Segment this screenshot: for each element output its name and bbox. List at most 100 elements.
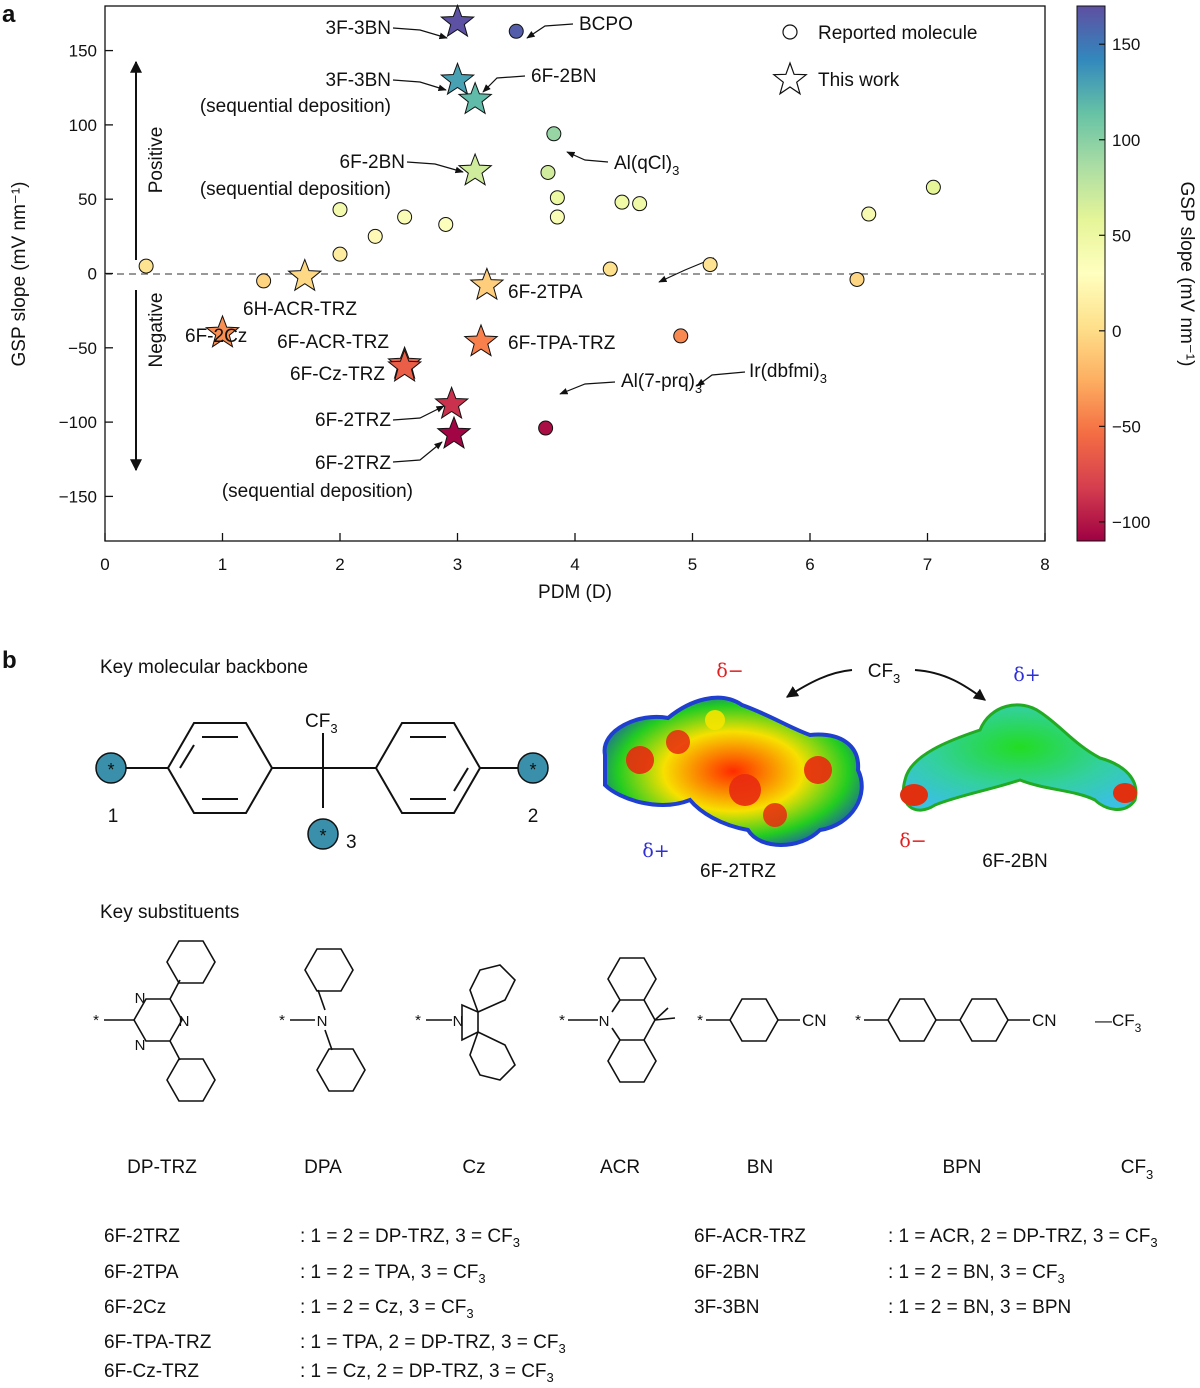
attach-point-3 bbox=[307, 818, 339, 850]
def-desc-0: : 1 = 2 = DP-TRZ, 3 = CF3 bbox=[300, 1226, 520, 1250]
reported-point bbox=[861, 206, 877, 222]
reported-point bbox=[256, 273, 272, 289]
annotation-label: Al(qCl)3 bbox=[614, 153, 679, 178]
annotation-label: (sequential deposition) bbox=[200, 96, 391, 117]
star-acr: * bbox=[559, 1012, 565, 1029]
x-tick-label: 7 bbox=[923, 555, 932, 574]
x-tick-label: 4 bbox=[570, 555, 579, 574]
x-tick-label: 0 bbox=[100, 555, 109, 574]
atom-n-cz: N bbox=[453, 1013, 464, 1030]
delta-plus-bottom: δ+ bbox=[642, 840, 669, 862]
position-label-2: 2 bbox=[528, 806, 539, 827]
this-work-star bbox=[439, 61, 476, 96]
legend-this-work: This work bbox=[818, 70, 900, 91]
substituent-bn: BN bbox=[747, 1157, 773, 1178]
y-tick-label: 100 bbox=[69, 116, 97, 135]
atom-cn-bn: CN bbox=[802, 1011, 827, 1030]
colorbar-tick-label: 100 bbox=[1112, 131, 1140, 150]
reported-point bbox=[925, 179, 941, 195]
substituent-dp-trz: DP-TRZ bbox=[127, 1157, 197, 1178]
esp-arrows bbox=[785, 669, 986, 701]
star-dptrz: * bbox=[93, 1012, 99, 1029]
y-axis-label: GSP slope (mV nm⁻¹) bbox=[9, 182, 30, 367]
this-work-star bbox=[287, 258, 323, 292]
star-dpa: * bbox=[279, 1012, 285, 1029]
reported-point bbox=[138, 258, 154, 274]
y-tick-label: −150 bbox=[59, 487, 97, 506]
star-bpn: * bbox=[855, 1012, 861, 1029]
reported-point bbox=[508, 23, 524, 39]
esp-cf3-label: CF3 bbox=[868, 661, 901, 686]
this-work-star bbox=[457, 81, 493, 115]
reported-point bbox=[549, 209, 565, 225]
y-tick-label: −50 bbox=[68, 339, 97, 358]
delta-minus-bottom: δ− bbox=[899, 830, 926, 852]
atom-n-dptrz-1: N bbox=[135, 990, 146, 1007]
this-work-star bbox=[387, 348, 423, 383]
reported-point bbox=[332, 202, 348, 218]
annotation-label: 6F-2TRZ bbox=[315, 410, 391, 431]
def-name-3: 6F-TPA-TRZ bbox=[104, 1332, 212, 1353]
annotation-label: Al(7-prq)3 bbox=[621, 371, 702, 396]
annotation-label: 6F-2TPA bbox=[508, 282, 583, 303]
colorbar-tick-label: 0 bbox=[1112, 322, 1121, 341]
this-work-star bbox=[439, 3, 476, 38]
this-work-star bbox=[434, 385, 470, 420]
struct-cf3: —CF3 bbox=[1095, 1011, 1142, 1035]
reported-point bbox=[673, 328, 689, 344]
annotation-label: 3F-3BN bbox=[326, 70, 391, 91]
legend-reported: Reported molecule bbox=[818, 23, 977, 44]
reported-point bbox=[538, 420, 554, 436]
colorbar bbox=[1076, 5, 1106, 542]
position-label-3: 3 bbox=[346, 832, 357, 853]
attach-star-3: * bbox=[319, 826, 326, 846]
def-name-7: 3F-3BN bbox=[694, 1297, 760, 1318]
esp-name-6f-2trz: 6F-2TRZ bbox=[700, 861, 776, 882]
data-points bbox=[138, 3, 941, 449]
def-name-5: 6F-ACR-TRZ bbox=[694, 1226, 806, 1247]
reported-point bbox=[367, 228, 383, 244]
x-tick-label: 1 bbox=[218, 555, 227, 574]
annotation-arrows bbox=[392, 23, 746, 463]
reported-point bbox=[546, 126, 562, 142]
substituent-atom-labels: * N N N * N * N * N * CN * CN —CF3 bbox=[93, 990, 1142, 1054]
def-name-2: 6F-2Cz bbox=[104, 1297, 167, 1318]
this-work-star bbox=[463, 323, 499, 357]
delta-minus-top: δ− bbox=[716, 660, 743, 682]
substituent-acr: ACR bbox=[600, 1157, 640, 1178]
panel-a-label: a bbox=[2, 1, 16, 28]
positive-label: Positive bbox=[146, 127, 167, 194]
attach-point-2 bbox=[517, 752, 549, 784]
substituent-bpn: BPN bbox=[942, 1157, 981, 1178]
atom-n-dptrz-2: N bbox=[179, 1013, 190, 1030]
x-axis-label: PDM (D) bbox=[538, 582, 612, 603]
def-name-1: 6F-2TPA bbox=[104, 1262, 179, 1283]
esp-map-6f-2bn bbox=[900, 703, 1138, 812]
annotation-label: 6F-2BN bbox=[340, 152, 405, 173]
reported-point bbox=[332, 246, 348, 262]
attach-point-1 bbox=[95, 752, 127, 784]
this-work-star bbox=[436, 415, 472, 449]
y-tick-label: 50 bbox=[78, 190, 97, 209]
annotation-label: (sequential deposition) bbox=[200, 179, 391, 200]
annotation-label: 6F-TPA-TRZ bbox=[508, 333, 616, 354]
annotation-label: 6F-ACR-TRZ bbox=[277, 332, 389, 353]
substituent-cz: Cz bbox=[462, 1157, 485, 1178]
star-bn: * bbox=[697, 1012, 703, 1029]
esp-map-6f-2trz bbox=[602, 695, 864, 847]
colorbar-tick-label: −50 bbox=[1112, 417, 1141, 436]
def-desc-3: : 1 = TPA, 2 = DP-TRZ, 3 = CF3 bbox=[300, 1332, 566, 1356]
substituent-structures bbox=[104, 940, 1030, 1102]
def-desc-2: : 1 = 2 = Cz, 3 = CF3 bbox=[300, 1297, 474, 1321]
def-desc-5: : 1 = ACR, 2 = DP-TRZ, 3 = CF3 bbox=[888, 1226, 1158, 1250]
this-work-star bbox=[204, 314, 241, 348]
esp-name-6f-2bn: 6F-2BN bbox=[982, 851, 1047, 872]
def-desc-4: : 1 = Cz, 2 = DP-TRZ, 3 = CF3 bbox=[300, 1361, 554, 1385]
reported-point bbox=[438, 216, 454, 232]
def-name-4: 6F-Cz-TRZ bbox=[104, 1361, 199, 1382]
this-work-star bbox=[469, 266, 505, 301]
position-label-1: 1 bbox=[108, 806, 119, 827]
substituent-cf3: CF3 bbox=[1121, 1157, 1154, 1182]
reported-point bbox=[602, 261, 618, 277]
